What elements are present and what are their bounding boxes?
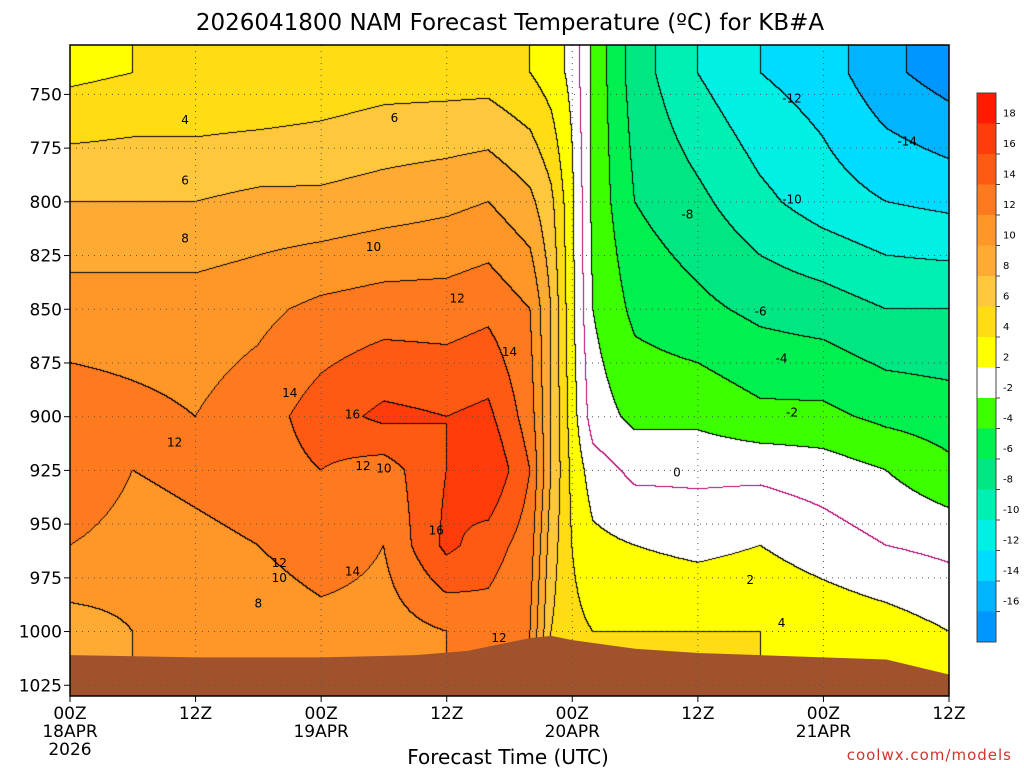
colorbar-swatch	[977, 581, 996, 612]
contour-label: -2	[786, 405, 798, 419]
contour-label: 12	[450, 292, 465, 306]
x-tick-label: 12Z	[932, 704, 965, 724]
colorbar-swatch	[977, 154, 996, 185]
colorbar-tick-label: 4	[1003, 322, 1009, 333]
contour-label: 12	[491, 631, 506, 645]
colorbar-tick-label: -16	[1003, 597, 1019, 608]
colorbar-swatch	[977, 276, 996, 307]
colorbar-swatch	[977, 520, 996, 551]
y-tick-label: 775	[30, 139, 62, 159]
contour-label: 10	[376, 461, 391, 475]
y-tick-label: 975	[30, 569, 62, 589]
credit-text: coolwx.com/models	[847, 746, 1012, 764]
y-tick-label: 925	[30, 461, 62, 481]
colorbar-swatch	[977, 398, 996, 429]
contour-label: 4	[181, 113, 189, 127]
contour-label: -6	[755, 304, 767, 318]
colorbar-swatch	[977, 489, 996, 521]
y-tick-label: 900	[30, 408, 62, 428]
contour-label: -8	[681, 208, 693, 222]
colorbar-tick-label: 18	[1003, 109, 1016, 120]
colorbar-swatch	[977, 123, 996, 155]
colorbar-swatch	[977, 428, 996, 460]
colorbar-tick-label: 8	[1003, 261, 1009, 272]
colorbar-swatch	[977, 337, 996, 368]
colorbar-legend: 18 16 14 12 10 8 6 4 2 -2 -4 -6 -8 -10 -12 -14 -16	[976, 92, 1019, 643]
y-tick-label: 850	[30, 300, 62, 320]
contour-label: 6	[181, 173, 189, 187]
temperature-field	[70, 45, 949, 696]
contour-label: 4	[778, 616, 786, 630]
x-tick-label: 00Z 18APR 2026	[42, 704, 98, 760]
contour-label: 2	[746, 573, 754, 587]
x-tick-label: 00Z 20APR	[545, 704, 601, 742]
colorbar-tick-label: 10	[1003, 231, 1016, 242]
contour-label: -10	[782, 193, 802, 207]
contour-label: 14	[345, 564, 360, 578]
contour-label: 16	[345, 408, 360, 422]
contour-label: -4	[776, 352, 788, 366]
y-axis: 750 775 800 825 850 875 900 925 950 975 1000 1025	[19, 85, 70, 696]
ground-below-surface	[70, 635, 949, 696]
colorbar-tick-label: -2	[1003, 383, 1013, 394]
contour-label: 16	[429, 524, 444, 538]
colorbar-tick-label: 14	[1003, 170, 1016, 181]
colorbar-swatch	[977, 367, 996, 399]
x-axis: 00Z 18APR 2026 12Z 00Z 19APR 12Z 00Z 20APR 12Z 00Z…	[42, 696, 966, 760]
y-tick-label: 825	[30, 247, 62, 267]
colorbar-swatch	[977, 611, 996, 643]
colorbar-tick-label: -10	[1003, 505, 1019, 516]
y-tick-label: 875	[30, 354, 62, 374]
y-tick-label: 1025	[19, 676, 62, 696]
colorbar-tick-label: 16	[1003, 139, 1016, 150]
x-axis-title: Forecast Time (UTC)	[407, 745, 609, 768]
colorbar-tick-label: -4	[1003, 414, 1013, 425]
y-tick-label: 750	[30, 85, 62, 105]
contour-label: 12	[355, 459, 370, 473]
y-tick-label: 950	[30, 515, 62, 535]
colorbar-tick-label: -12	[1003, 536, 1019, 547]
colorbar-tick-label: 6	[1003, 292, 1009, 303]
contour-label: 14	[282, 386, 297, 400]
contour-label: 12	[272, 556, 287, 570]
colorbar-swatch	[977, 306, 996, 338]
colorbar-swatch	[977, 459, 996, 490]
chart-title: 2026041800 NAM Forecast Temperature (ºC)…	[196, 10, 825, 36]
contour-label: 8	[181, 231, 189, 245]
x-tick-label: 00Z 19APR	[293, 704, 349, 742]
contour-label: 12	[167, 435, 182, 449]
contour-label: 8	[255, 597, 263, 611]
contour-label: 10	[272, 571, 287, 585]
plot-frame	[69, 44, 950, 697]
contour-label: -14	[897, 135, 917, 149]
colorbar-tick-label: 2	[1003, 353, 1009, 364]
colorbar-swatch	[977, 93, 996, 124]
x-tick-label: 12Z	[681, 704, 714, 724]
colorbar-tick-label: -8	[1003, 475, 1013, 486]
contour-label: 10	[366, 240, 381, 254]
x-tick-label: 12Z	[430, 704, 463, 724]
y-tick-label: 800	[30, 193, 62, 213]
colorbar-swatch	[977, 184, 996, 216]
colorbar-tick-label: 12	[1003, 200, 1016, 211]
x-tick-label: 12Z	[179, 704, 212, 724]
contour-label: 14	[502, 345, 517, 359]
contour-label: 6	[391, 111, 399, 125]
colorbar-tick-label: -6	[1003, 444, 1013, 455]
colorbar-tick-label: -14	[1003, 566, 1019, 577]
x-tick-label: 00Z 21APR	[796, 704, 852, 742]
contour-label: -12	[782, 92, 802, 106]
colorbar-swatch	[977, 245, 996, 277]
y-tick-label: 1000	[19, 623, 62, 643]
colorbar-swatch	[977, 550, 996, 582]
contour-label: 0	[673, 466, 681, 480]
colorbar-swatch	[977, 215, 996, 246]
